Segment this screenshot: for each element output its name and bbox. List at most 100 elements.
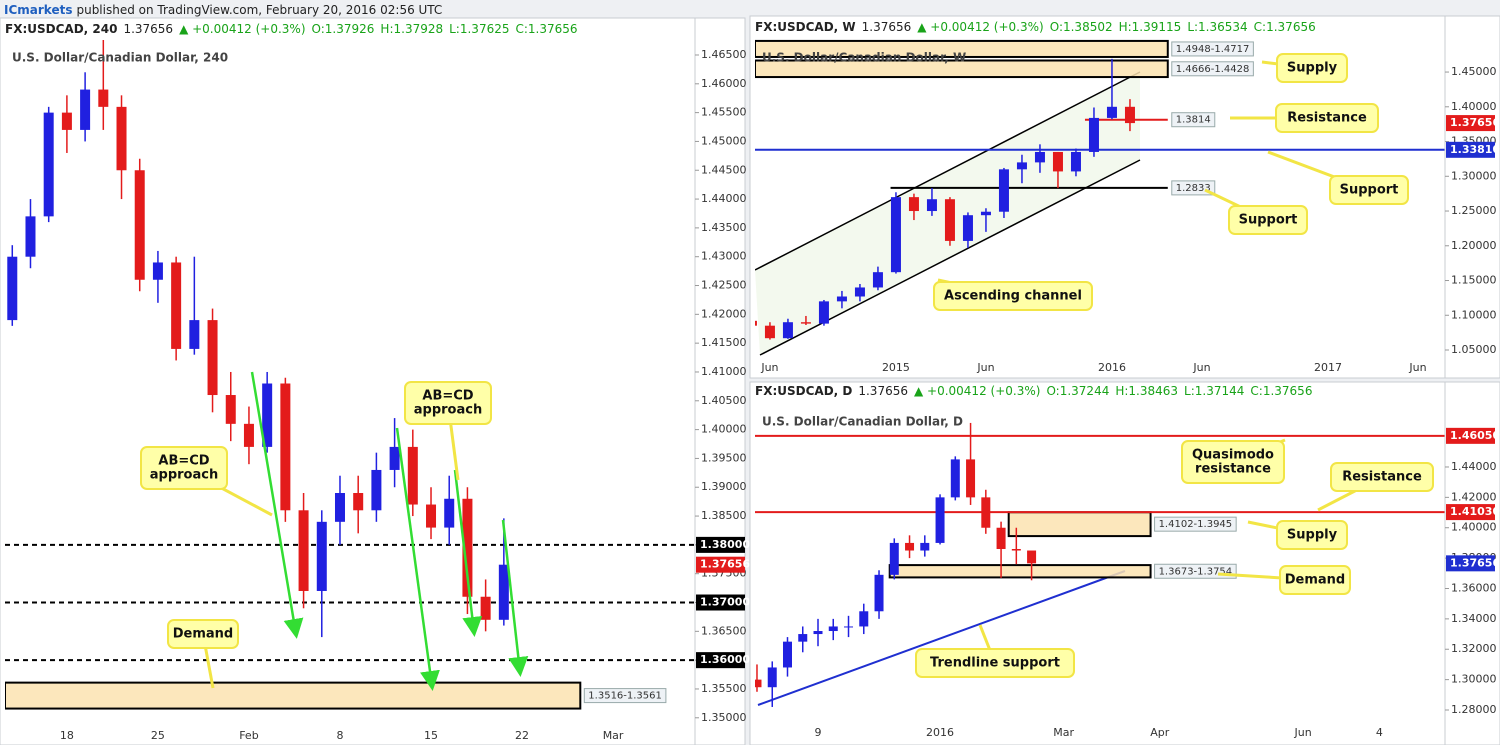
header-change: ▲ +0.00412 (+0.3%) [917, 20, 1043, 34]
candle-body [920, 542, 930, 551]
callout-text: Trendline support [930, 656, 1060, 671]
y-tick-label: 1.10000 [1451, 308, 1497, 321]
zone-label-box [1154, 516, 1237, 532]
y-tick-label: 1.35000 [701, 711, 747, 724]
candle-body [755, 679, 762, 688]
x-tick-label: Mar [603, 729, 624, 742]
zone-label: 1.4948-1.4717 [1176, 44, 1250, 55]
zone-label: 1.4666-1.4428 [1176, 64, 1250, 75]
zone-label: 1.3673-1.3754 [1159, 566, 1233, 577]
callout-text: AB=CD [158, 454, 209, 469]
panel-header: FX:USDCAD, W 1.37656 ▲ +0.00412 (+0.3%) O:1… [755, 20, 1316, 34]
axis-level-label: 1.37000 [700, 596, 750, 609]
candle-body [1106, 106, 1117, 118]
axis-label-box [1446, 504, 1495, 521]
candle-body [1088, 117, 1099, 152]
axis-level-label: 1.41030 [1450, 505, 1500, 518]
y-tick-label: 1.42000 [1451, 490, 1497, 503]
candle-body [818, 301, 829, 324]
header-low: L:1.36534 [1187, 20, 1247, 34]
y-tick-label: 1.42000 [701, 307, 747, 320]
candle-body [353, 493, 364, 511]
x-tick-label: Jun [1408, 361, 1426, 374]
arrow [395, 427, 440, 691]
callout-text: Ascending channel [944, 289, 1082, 304]
candle-body [890, 197, 901, 273]
x-tick-label: 8 [336, 729, 343, 742]
x-tick-label: 15 [424, 729, 438, 742]
candle-body [1016, 162, 1027, 170]
x-tick-label: 25 [151, 729, 165, 742]
zone [888, 564, 1152, 579]
y-tick-label: 1.36000 [1451, 581, 1497, 594]
x-tick-label: Jun [1192, 361, 1210, 374]
zone-label-box [1171, 61, 1254, 77]
plot-area [5, 40, 695, 710]
price-label: 1.37656 [1450, 556, 1500, 569]
y-tick-label: 1.42500 [701, 279, 747, 292]
header-symbol: FX:USDCAD, W [755, 20, 856, 34]
y-tick-label: 1.40000 [701, 423, 747, 436]
x-tick-label: Jun [760, 361, 778, 374]
candle-body [1011, 549, 1021, 551]
price-label-box [696, 556, 745, 573]
zone-label-box [1154, 563, 1237, 579]
candle-body [844, 626, 854, 628]
zone [755, 39, 1169, 58]
level-label-box [1171, 180, 1216, 196]
axis-label-box [696, 652, 745, 669]
callout-box [1329, 175, 1409, 205]
candle-body [25, 216, 36, 257]
callout-box [1279, 565, 1351, 595]
x-tick-label: Jun [1294, 726, 1312, 739]
y-tick-label: 1.44000 [701, 192, 747, 205]
axis-level-label: 1.38000 [700, 538, 750, 551]
callout-box [933, 281, 1093, 311]
candle-body [980, 211, 991, 216]
header-open: O:1.37244 [1046, 384, 1109, 398]
plot-area [755, 39, 1445, 356]
x-tick-label: 2017 [1314, 361, 1342, 374]
publish-line: ICmarkets published on TradingView.com, F… [4, 3, 442, 17]
candle-body [371, 469, 382, 511]
publisher: ICmarkets [4, 3, 72, 17]
chart-title: U.S. Dollar/Canadian Dollar, D [762, 415, 963, 429]
callout-text: AB=CD [422, 389, 473, 404]
y-tick-label: 1.45500 [701, 106, 747, 119]
y-tick-label: 1.40000 [1451, 521, 1497, 534]
callout-box [1228, 205, 1308, 235]
y-tick-label: 1.45000 [701, 134, 747, 147]
candle-body [280, 383, 291, 511]
candle-body [334, 493, 345, 522]
x-tick-label: Apr [1150, 726, 1170, 739]
candle-body [1052, 151, 1063, 172]
candle-body [764, 325, 775, 339]
y-tick-label: 1.43000 [701, 250, 747, 263]
candle-body [43, 112, 54, 217]
candle-body [836, 296, 847, 302]
candle-body [407, 446, 418, 505]
arrow [501, 519, 529, 677]
y-tick-label: 1.36500 [701, 624, 747, 637]
y-tick-label: 1.40500 [701, 394, 747, 407]
candle-body [767, 667, 777, 688]
candle-body [389, 446, 400, 470]
y-tick-label: 1.39000 [701, 480, 747, 493]
axis-label-box [1446, 427, 1495, 444]
y-tick-label: 1.34000 [1451, 612, 1497, 625]
candle-body [1027, 550, 1037, 564]
callout-text: Demand [173, 627, 234, 642]
header-symbol: FX:USDCAD, 240 [5, 22, 117, 36]
candle-body [874, 574, 884, 612]
callout-text: Resistance [1287, 111, 1367, 126]
candle-body [134, 170, 145, 280]
channel-line [755, 71, 1141, 271]
header-change: ▲ +0.00412 (+0.3%) [179, 22, 305, 36]
y-tick-label: 1.20000 [1451, 239, 1497, 252]
candle-body [798, 634, 808, 642]
y-tick-label: 1.35500 [701, 682, 747, 695]
chart-panel: FX:USDCAD, D 1.37656 ▲ +0.00412 (+0.3%) O:1… [749, 381, 1500, 745]
callout-box [167, 619, 239, 649]
candle-body [828, 626, 838, 632]
y-tick-label: 1.25000 [1451, 204, 1497, 217]
